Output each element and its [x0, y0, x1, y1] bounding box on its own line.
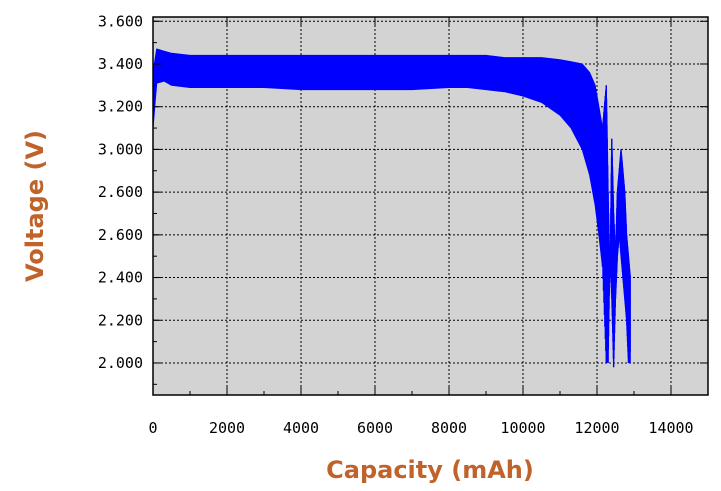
x-tick-label: 12000	[574, 419, 619, 437]
x-tick-label: 8000	[431, 419, 467, 437]
y-tick-label: 3.200	[98, 98, 143, 116]
y-tick-label: 3.600	[98, 12, 143, 30]
x-tick-label: 10000	[500, 419, 545, 437]
x-axis-title: Capacity (mAh)	[326, 456, 534, 484]
x-tick-label: 2000	[209, 419, 245, 437]
y-tick-label: 2.600	[98, 183, 143, 201]
y-tick-label: 3.000	[98, 140, 143, 158]
x-tick-label: 0	[148, 419, 157, 437]
x-tick-label: 14000	[648, 419, 693, 437]
voltage-tail-core	[602, 85, 631, 353]
x-tick-labels: 0 2000 4000 6000 8000 10000 12000 14000	[148, 419, 693, 437]
y-axis-title: Voltage (V)	[21, 130, 49, 282]
y-tick-label: 2.600	[98, 226, 143, 244]
y-tick-label: 2.200	[98, 311, 143, 329]
x-tick-label: 6000	[357, 419, 393, 437]
x-tick-label: 4000	[283, 419, 319, 437]
y-tick-labels: 3.600 3.400 3.200 3.000 2.600 2.600 2.400 2.200…	[98, 12, 143, 372]
series-group	[152, 48, 631, 368]
axis-ticks	[152, 17, 708, 395]
y-tick-label: 3.400	[98, 55, 143, 73]
y-tick-label: 2.000	[98, 354, 143, 372]
plot-frame	[152, 16, 709, 396]
y-tick-label: 2.400	[98, 269, 143, 287]
